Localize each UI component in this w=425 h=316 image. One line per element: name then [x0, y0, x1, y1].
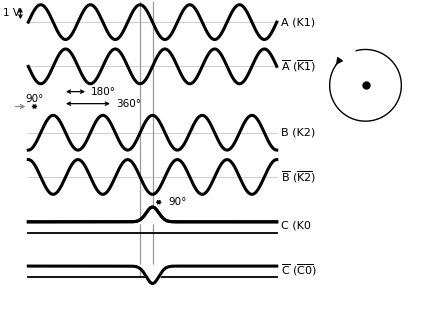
Text: 90°: 90° [26, 94, 44, 104]
Text: 90°: 90° [168, 197, 187, 207]
Text: B (K2): B (K2) [281, 128, 316, 138]
Text: $\mathsf{\overline{B}}$ ($\mathsf{\overline{K2}}$): $\mathsf{\overline{B}}$ ($\mathsf{\overl… [281, 169, 317, 185]
Text: $\mathsf{\overline{A}}$ ($\mathsf{\overline{K1}}$): $\mathsf{\overline{A}}$ ($\mathsf{\overl… [281, 58, 317, 74]
Text: 1 V: 1 V [3, 9, 20, 18]
Text: 180°: 180° [91, 87, 116, 97]
Text: $\mathsf{\overline{C}}$ ($\mathsf{\overline{C0}}$): $\mathsf{\overline{C}}$ ($\mathsf{\overl… [281, 262, 317, 278]
Text: C (K0: C (K0 [281, 221, 312, 231]
Text: A (K1): A (K1) [281, 17, 316, 27]
Text: 360°: 360° [116, 99, 141, 109]
